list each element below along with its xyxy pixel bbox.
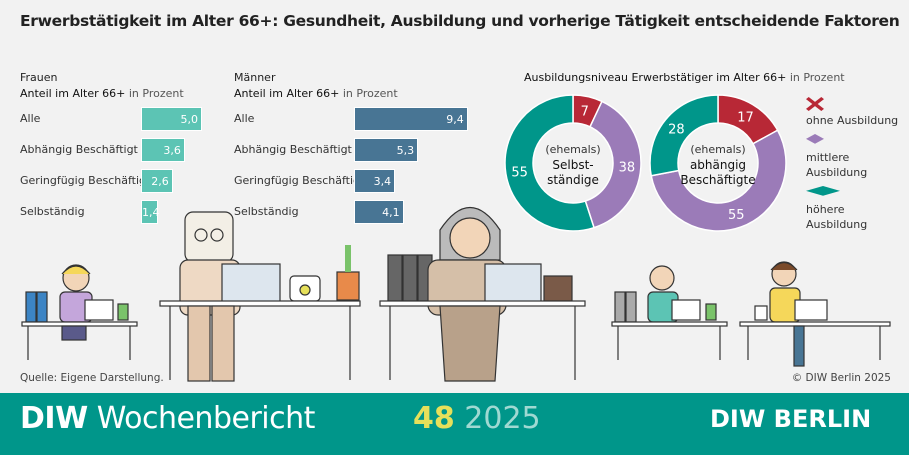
legend-label: mittlere <box>806 151 850 164</box>
donut-title-unit: in Prozent <box>789 71 845 84</box>
women-title: Frauen <box>20 71 58 84</box>
donut-center-label: ständige <box>547 173 599 187</box>
legend-label: ohne Ausbildung <box>806 114 899 127</box>
donut-slice <box>650 129 787 232</box>
bar: 3,6 <box>141 138 185 162</box>
donut-center-label: Beschäftigte <box>680 173 755 187</box>
bar-label: Abhängig Beschäftigt <box>234 143 352 156</box>
bar-label: Geringfügig Beschäftigt <box>234 174 365 187</box>
bar-label: Selbständig <box>20 205 85 218</box>
office-illustration <box>21 206 891 382</box>
bar-label: Geringfügig Beschäftigt <box>20 174 151 187</box>
men-bar-chart: Männer Anteil im Alter 66+ in Prozent <box>234 70 398 102</box>
slice-label: 7 <box>581 104 589 119</box>
men-title: Männer <box>234 71 276 84</box>
bar: 2,6 <box>141 169 173 193</box>
cross-icon <box>806 97 824 111</box>
copyright: © DIW Berlin 2025 <box>791 372 891 384</box>
legend-label: Ausbildung <box>806 218 868 231</box>
slice-label: 55 <box>511 165 528 180</box>
brand: DIW Wochenbericht <box>20 401 315 436</box>
women-unit: in Prozent <box>128 87 184 100</box>
bar: 9,4 <box>354 107 468 131</box>
bar-label: Alle <box>234 112 255 125</box>
donut-center-label: abhängig <box>690 158 746 172</box>
donut-slice <box>584 100 642 229</box>
slice-label: 55 <box>728 208 745 223</box>
legend-item: mittlere Ausbildung <box>806 134 898 180</box>
legend-label: Ausbildung <box>806 166 868 179</box>
donut-legend: ohne Ausbildung mittlere Ausbildung höhere A… <box>806 97 898 238</box>
issue-year: 2025 <box>464 401 541 436</box>
bar-label: Selbständig <box>234 205 299 218</box>
young-man-desk <box>739 261 891 367</box>
donut-charts: 7 38 55 (ehemals) Selbst-ständige 17 55 28 (ehem… <box>504 94 787 232</box>
men-subtitle: Anteil im Alter 66+ <box>234 87 340 100</box>
donut-center-top: (ehemals) <box>690 143 745 156</box>
donut-title: Ausbildungsniveau Erwerbstätiger im Alte… <box>524 70 845 86</box>
bar: 5,0 <box>141 107 202 131</box>
source-note: Quelle: Eigene Darstellung. <box>20 372 164 384</box>
issue: 48 2025 <box>413 401 541 436</box>
bar-label: Alle <box>20 112 41 125</box>
footer-banner: DIW Wochenbericht 48 2025 DIW BERLIN <box>0 393 909 455</box>
slice-label: 38 <box>619 160 636 175</box>
page-title: Erwerbstätigkeit im Alter 66+: Gesundhei… <box>20 12 900 30</box>
old-man-desk <box>159 211 361 382</box>
diw-berlin-logo: DIW BERLIN <box>710 405 872 433</box>
donut-center-label: Selbst- <box>552 158 593 172</box>
slice-label: 17 <box>737 111 754 126</box>
woman-small-desk <box>21 264 138 360</box>
bar: 1,4 <box>141 200 160 224</box>
donut-title-bold: Ausbildungsniveau Erwerbstätiger im Alte… <box>524 71 787 84</box>
bar: 4,1 <box>354 200 404 224</box>
graduation-caps-icon <box>806 186 840 196</box>
bar-label: Abhängig Beschäftigt <box>20 143 138 156</box>
brand-diw: DIW <box>20 401 88 436</box>
men-unit: in Prozent <box>342 87 398 100</box>
man-small-desk <box>611 265 728 360</box>
bar: 5,3 <box>354 138 419 162</box>
graduation-cap-icon <box>806 134 824 144</box>
women-subtitle: Anteil im Alter 66+ <box>20 87 126 100</box>
legend-label: höhere <box>806 203 845 216</box>
issue-number: 48 <box>413 401 455 436</box>
brand-name: Wochenbericht <box>96 401 316 436</box>
bar: 3,4 <box>354 169 396 193</box>
slice-label: 28 <box>668 123 685 138</box>
donut-slice <box>649 94 719 177</box>
donut-center-top: (ehemals) <box>545 143 600 156</box>
old-woman-desk <box>379 206 586 382</box>
women-bar-chart: Frauen Anteil im Alter 66+ in Prozent <box>20 70 184 102</box>
legend-item: ohne Ausbildung <box>806 97 898 128</box>
legend-item: höhere Ausbildung <box>806 186 898 232</box>
donut-slice <box>504 94 595 232</box>
